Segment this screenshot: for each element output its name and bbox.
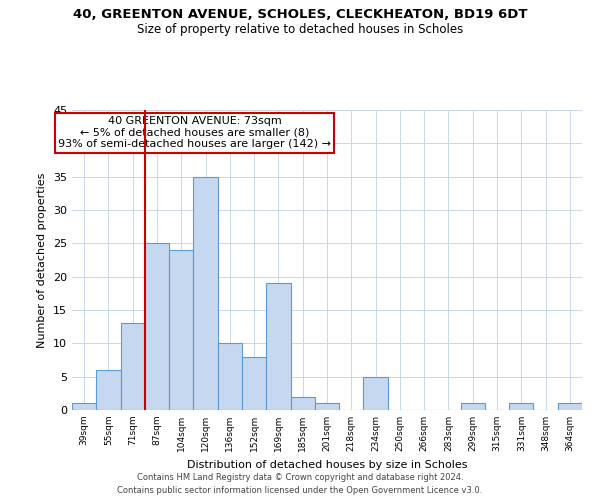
Bar — [509, 404, 533, 410]
Bar — [315, 404, 339, 410]
Bar — [145, 244, 169, 410]
Bar — [290, 396, 315, 410]
Bar — [364, 376, 388, 410]
Bar — [558, 404, 582, 410]
Text: 40 GREENTON AVENUE: 73sqm
← 5% of detached houses are smaller (8)
93% of semi-de: 40 GREENTON AVENUE: 73sqm ← 5% of detach… — [58, 116, 331, 149]
Text: Contains HM Land Registry data © Crown copyright and database right 2024.
Contai: Contains HM Land Registry data © Crown c… — [118, 474, 482, 495]
Bar — [461, 404, 485, 410]
Bar — [121, 324, 145, 410]
Bar — [266, 284, 290, 410]
Bar — [193, 176, 218, 410]
Text: 40, GREENTON AVENUE, SCHOLES, CLECKHEATON, BD19 6DT: 40, GREENTON AVENUE, SCHOLES, CLECKHEATO… — [73, 8, 527, 20]
X-axis label: Distribution of detached houses by size in Scholes: Distribution of detached houses by size … — [187, 460, 467, 469]
Bar — [72, 404, 96, 410]
Bar — [96, 370, 121, 410]
Text: Size of property relative to detached houses in Scholes: Size of property relative to detached ho… — [137, 22, 463, 36]
Y-axis label: Number of detached properties: Number of detached properties — [37, 172, 47, 348]
Bar — [242, 356, 266, 410]
Bar — [169, 250, 193, 410]
Bar — [218, 344, 242, 410]
